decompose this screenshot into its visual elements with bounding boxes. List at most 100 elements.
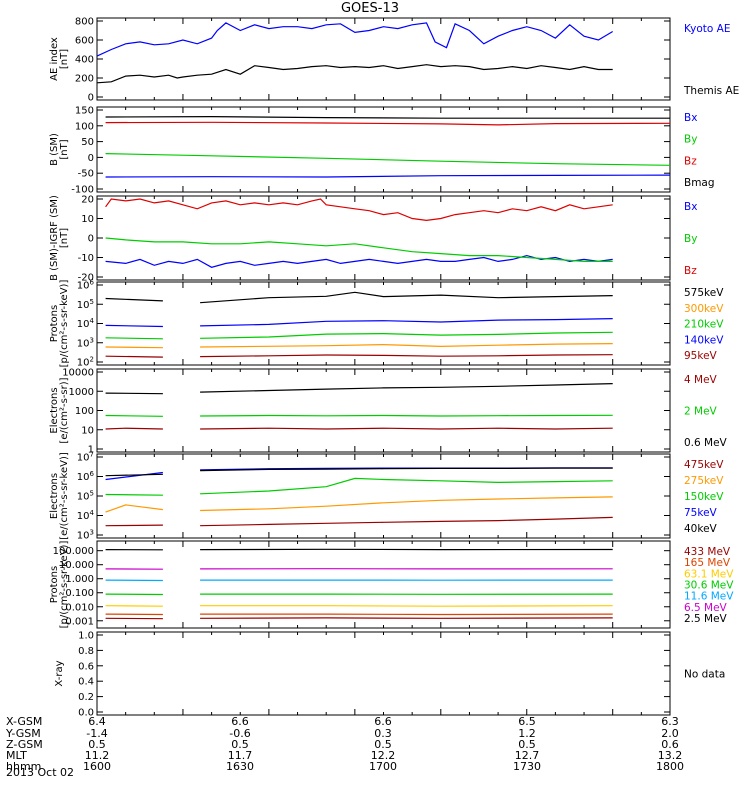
y-axis-label: [nT]: [59, 139, 70, 159]
y-axis-label: Protons: [49, 305, 60, 342]
y-tick-label: 0.4: [78, 677, 94, 688]
y-tick-label: 100: [75, 121, 94, 132]
series-line-575kev: [105, 291, 613, 304]
series-line-bz: [105, 198, 613, 222]
legend-entry: 30.6 MeV: [684, 580, 734, 592]
legend-entry: Themis AE: [683, 85, 739, 97]
panel-1: AE index [nT] 800 600 400 200 0 Kyoto AE Themis …: [49, 17, 739, 104]
panel-6: Electrons [e/(cm²-s-sr-keV)] 107 106 105 104 1…: [49, 451, 724, 542]
ephemeris-value: 1.2: [518, 727, 536, 740]
series-line-by: [105, 237, 613, 262]
series-line-6.5-mev: [105, 568, 613, 570]
legend-entry: Bx: [684, 201, 697, 213]
ephemeris-value: 1600: [83, 760, 111, 773]
y-tick-label: 1.000: [65, 574, 94, 585]
series-line-bz: [105, 121, 671, 126]
legend-entry: 95keV: [684, 350, 718, 362]
series-line-40kev: [105, 467, 613, 477]
ephemeris-value: 6.6: [374, 715, 392, 728]
y-tick-label: 105: [77, 298, 94, 311]
series-line-433-mev: [105, 617, 613, 620]
panel-frame: [96, 631, 671, 716]
panel-frame: [96, 540, 671, 629]
plot-title: GOES-13: [341, 1, 399, 16]
y-axis-label: [p/(cm²-s-sr-keV)]: [59, 541, 70, 629]
ephemeris-value: 0.5: [88, 738, 106, 751]
panel-frame: [96, 368, 671, 453]
y-tick-label: 0.6: [78, 661, 94, 672]
legend-entry: Kyoto AE: [684, 23, 730, 35]
legend-entry: 4 MeV: [684, 374, 718, 386]
ephemeris-value: -1.4: [86, 727, 107, 740]
y-axis-label: Electrons: [49, 387, 60, 433]
y-tick-label: 0.001: [65, 616, 94, 627]
y-tick-label: 1.0: [78, 631, 94, 642]
series-line-by: [105, 153, 671, 166]
ephemeris-value: -0.6: [229, 727, 250, 740]
no-data-label: No data: [684, 669, 725, 681]
legend-entry: 75keV: [684, 507, 718, 519]
series-line-275kev: [105, 496, 613, 513]
legend-entry: 2.5 MeV: [684, 613, 728, 625]
series-line-themis-ae: [96, 64, 613, 84]
ephemeris-value: 1730: [513, 760, 541, 773]
y-axis-label: Protons: [49, 566, 60, 603]
y-axis-label: [nT]: [59, 49, 70, 69]
ephemeris-value: 2.0: [661, 727, 679, 740]
y-tick-label: 100.000: [53, 546, 94, 557]
series-line-bmag: [105, 115, 670, 119]
y-tick-label: 100: [75, 406, 94, 417]
series-line-75kev: [105, 467, 613, 481]
legend-entry: 63.1 MeV: [684, 568, 734, 580]
panel-frame: [96, 453, 671, 539]
ephemeris-row-label: Z-GSM: [6, 738, 43, 751]
panel-4: Protons [p/(cm²-s-sr-keV)] 106105104103102…: [49, 279, 724, 369]
y-tick-label: 0.0: [78, 708, 94, 719]
series-line-2-mev: [105, 414, 613, 417]
ephemeris-value: 12.2: [371, 749, 396, 762]
y-axis-label: AE index: [49, 37, 60, 81]
legend-entry: By: [684, 233, 697, 245]
y-tick-label: 10000: [62, 368, 94, 379]
legend-entry: 40keV: [684, 523, 718, 535]
legend-entry: By: [684, 134, 697, 146]
y-tick-label: 20: [81, 195, 94, 206]
y-axis-label: [p/(cm²-s-sr-keV)]: [59, 280, 70, 368]
y-tick-label: 400: [75, 55, 94, 66]
y-tick-label: 150: [75, 106, 94, 117]
y-tick-label: 600: [75, 36, 94, 47]
ephemeris-value: 1800: [656, 760, 684, 773]
series-line-4-mev: [105, 427, 613, 430]
ephemeris-value: 1630: [226, 760, 254, 773]
series-line-kyoto-ae: [96, 22, 614, 57]
legend-entry: 165 MeV: [684, 557, 731, 569]
ephemeris-footer: X-GSMY-GSMZ-GSMMLThhmm6.4-1.40.511.21600…: [5, 715, 684, 773]
y-tick-label: 1: [88, 445, 94, 456]
series-line-150kev: [105, 477, 613, 496]
y-tick-label: 0: [88, 234, 94, 245]
y-tick-label: 0.010: [65, 602, 94, 613]
panel-7: Protons [p/(cm²-s-sr-keV)]100.000 10.000 1.…: [49, 540, 734, 629]
ephemeris-row-label: hhmm: [6, 760, 41, 773]
panel-3: B (SM)-IGRF (SM) [nT] 20 10 0 -10 -20 Bx By Bz: [49, 195, 697, 284]
series-line-210kev: [105, 331, 613, 340]
y-tick-label: 200: [75, 74, 94, 85]
legend-entry: 275keV: [684, 475, 724, 487]
legend-entry: Bz: [684, 155, 697, 167]
legend-entry: 210keV: [684, 319, 724, 331]
y-axis-label: Electrons: [49, 473, 60, 519]
panel-frame: [96, 106, 671, 193]
series-line-300kev: [105, 343, 613, 349]
y-tick-label: 106: [77, 279, 95, 292]
y-tick-label: 1000: [69, 387, 94, 398]
y-axis-label: B (SM): [49, 133, 60, 166]
y-tick-label: 105: [77, 490, 94, 503]
y-axis-label: [e/(cm²-s-sr)]: [59, 377, 70, 443]
legend-entry: 6.5 MeV: [684, 602, 728, 614]
ephemeris-row-label: X-GSM: [6, 715, 42, 728]
series-line-0.6-mev: [105, 383, 613, 395]
series-line-2.5-mev: [105, 548, 613, 551]
panel-frame: [96, 17, 671, 101]
